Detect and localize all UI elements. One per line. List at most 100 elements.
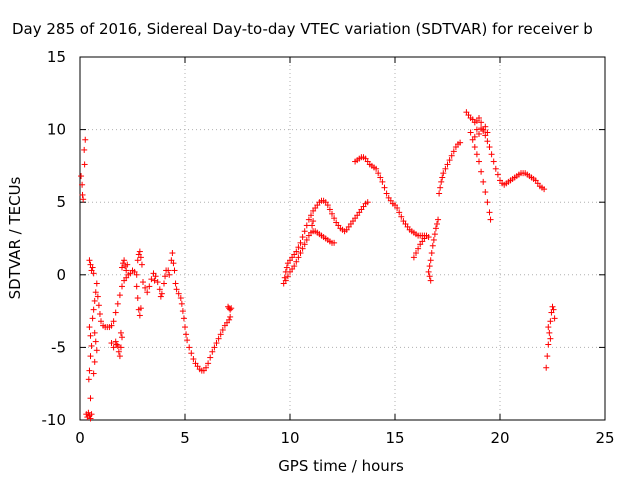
data-point xyxy=(550,306,557,313)
x-axis-label: GPS time / hours xyxy=(278,457,404,475)
data-point xyxy=(81,161,88,168)
data-point xyxy=(309,222,316,229)
data-point xyxy=(121,257,128,264)
data-point xyxy=(293,258,300,265)
data-point xyxy=(364,199,371,206)
data-point xyxy=(457,139,464,146)
data-point xyxy=(431,231,438,238)
data-point xyxy=(137,305,144,312)
y-tick-label: 0 xyxy=(56,266,66,284)
data-point xyxy=(494,171,501,178)
data-point xyxy=(440,170,447,177)
data-point xyxy=(444,161,451,168)
data-point xyxy=(310,218,317,225)
data-point xyxy=(183,331,190,338)
data-point xyxy=(173,286,180,293)
data-point xyxy=(283,264,290,271)
data-point xyxy=(186,344,193,351)
data-point xyxy=(211,344,218,351)
data-point xyxy=(421,235,428,242)
data-point xyxy=(86,257,93,264)
data-point xyxy=(178,300,185,307)
y-axis-label: SDTVAR / TECUs xyxy=(6,176,24,299)
data-point xyxy=(291,263,298,270)
data-point xyxy=(182,324,188,331)
data-point xyxy=(373,165,380,172)
data-point xyxy=(79,191,86,198)
data-point xyxy=(547,318,554,325)
data-point xyxy=(114,300,121,307)
data-point xyxy=(446,157,453,164)
data-point xyxy=(478,125,485,132)
data-point xyxy=(281,274,288,281)
data-point xyxy=(162,273,169,280)
data-point xyxy=(331,215,338,222)
data-point xyxy=(86,367,93,374)
data-point xyxy=(227,306,234,313)
data-point xyxy=(188,350,195,357)
data-point xyxy=(179,308,186,315)
data-point xyxy=(476,114,482,121)
data-point xyxy=(171,267,178,274)
data-point xyxy=(142,284,149,291)
y-tick-label: -5 xyxy=(51,338,66,356)
data-point xyxy=(112,309,119,316)
data-point xyxy=(545,341,552,348)
data-point xyxy=(471,133,478,140)
data-point xyxy=(82,136,89,143)
data-point xyxy=(484,199,491,206)
x-tick-label: 5 xyxy=(180,429,190,447)
x-tick-label: 15 xyxy=(385,429,404,447)
data-point xyxy=(112,338,119,345)
data-point xyxy=(442,165,449,172)
data-point xyxy=(482,123,489,130)
data-point xyxy=(144,289,151,296)
plot-frame xyxy=(79,56,606,421)
data-point xyxy=(299,234,306,241)
data-point xyxy=(299,245,306,252)
data-point xyxy=(436,190,443,197)
data-point xyxy=(180,315,187,322)
data-point xyxy=(79,181,86,188)
data-point xyxy=(89,264,96,271)
data-point xyxy=(113,341,120,348)
data-point xyxy=(427,257,434,264)
chart-title: Day 285 of 2016, Sidereal Day-to-day VTE… xyxy=(12,20,593,38)
data-point xyxy=(551,315,558,322)
data-point xyxy=(133,283,140,290)
data-point xyxy=(282,277,289,284)
data-point xyxy=(203,364,209,371)
data-point xyxy=(484,129,491,136)
data-point xyxy=(166,271,173,278)
data-point xyxy=(467,129,474,136)
data-point xyxy=(427,277,434,284)
data-point xyxy=(80,196,87,203)
data-point xyxy=(190,356,197,363)
data-point xyxy=(547,335,554,342)
data-point xyxy=(115,348,122,355)
data-point xyxy=(152,273,159,280)
data-point xyxy=(123,267,130,274)
data-point xyxy=(156,286,163,293)
data-point xyxy=(308,212,314,219)
data-point xyxy=(93,280,100,287)
data-point xyxy=(91,358,98,365)
y-tick-label: 15 xyxy=(47,48,66,66)
data-point xyxy=(379,178,386,185)
data-point xyxy=(492,165,499,172)
data-point xyxy=(90,270,97,277)
data-point xyxy=(303,222,310,229)
data-point xyxy=(184,337,191,344)
data-point xyxy=(137,254,144,261)
data-point xyxy=(207,354,214,361)
data-point xyxy=(226,316,233,323)
data-point xyxy=(543,364,550,371)
data-point xyxy=(96,311,103,318)
data-point xyxy=(110,344,117,351)
data-point xyxy=(140,279,146,286)
data-point xyxy=(398,213,405,220)
data-point xyxy=(324,202,331,209)
data-point xyxy=(219,326,226,333)
data-point xyxy=(87,415,94,422)
data-point xyxy=(473,126,480,133)
